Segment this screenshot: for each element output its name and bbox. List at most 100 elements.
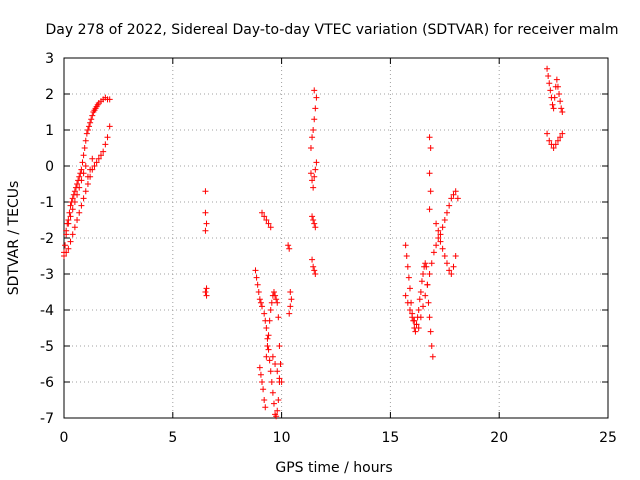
data-point	[74, 217, 81, 223]
data-point	[277, 361, 284, 367]
y-tick-label: -1	[40, 195, 54, 211]
data-point	[557, 98, 564, 105]
data-point	[406, 307, 413, 313]
data-point	[311, 87, 318, 94]
data-point	[428, 260, 435, 267]
data-points	[61, 65, 566, 420]
data-point	[412, 328, 419, 335]
y-tick-label: -7	[40, 411, 54, 427]
data-point	[544, 65, 551, 72]
data-point	[417, 289, 424, 295]
data-point	[254, 281, 261, 288]
data-point	[312, 271, 319, 277]
y-tick-label: 2	[45, 87, 54, 103]
x-tick-labels: 0 5 10 15 20 25	[60, 430, 617, 446]
data-point	[547, 87, 554, 94]
x-tick-label: 25	[599, 430, 617, 446]
data-point	[255, 289, 262, 295]
data-point	[202, 209, 209, 216]
x-tick-label: 0	[60, 430, 69, 446]
data-point	[257, 371, 264, 378]
data-point	[95, 155, 102, 162]
data-point	[549, 101, 556, 108]
data-point	[82, 137, 89, 144]
data-point	[403, 253, 410, 259]
data-point	[71, 199, 78, 205]
data-point	[443, 260, 450, 267]
grid-lines	[64, 58, 608, 418]
data-point	[307, 145, 314, 151]
y-tick-label: -3	[40, 267, 54, 283]
data-point	[553, 76, 560, 83]
axis-ticks	[63, 57, 609, 419]
data-point	[256, 296, 263, 303]
data-point	[415, 325, 422, 331]
y-tick-label: -4	[40, 303, 54, 319]
data-point	[452, 188, 459, 195]
x-tick-label: 10	[273, 430, 291, 446]
data-point	[272, 361, 279, 367]
data-point	[89, 112, 96, 119]
data-point	[67, 202, 74, 209]
data-point	[430, 249, 437, 256]
data-point	[411, 317, 418, 324]
data-point	[313, 94, 320, 101]
data-point	[273, 413, 280, 420]
y-tick-label: 0	[45, 159, 54, 175]
data-point	[309, 177, 316, 184]
data-point	[80, 170, 87, 177]
data-point	[273, 296, 280, 303]
data-point	[69, 206, 76, 213]
data-point	[454, 195, 461, 202]
data-point	[435, 235, 442, 241]
data-point	[312, 105, 319, 112]
data-point	[402, 242, 409, 249]
y-tick-label: -2	[40, 231, 54, 247]
data-point	[420, 303, 427, 310]
data-point	[275, 314, 282, 321]
data-point	[307, 170, 314, 177]
data-point	[265, 346, 272, 353]
data-point	[446, 267, 453, 274]
data-point	[259, 379, 266, 385]
data-point	[203, 285, 210, 292]
data-point	[286, 245, 293, 252]
data-point	[79, 159, 86, 166]
data-point	[448, 195, 455, 202]
data-point	[97, 152, 104, 159]
data-point	[409, 314, 416, 321]
data-point	[65, 220, 72, 227]
data-point	[63, 249, 70, 256]
data-point	[550, 105, 557, 112]
data-point	[265, 332, 272, 339]
data-point	[84, 127, 91, 133]
data-point	[261, 213, 268, 220]
data-point	[558, 105, 565, 112]
data-point	[288, 296, 295, 303]
data-point	[80, 152, 87, 159]
data-point	[63, 227, 70, 234]
data-point	[552, 141, 559, 148]
data-point	[443, 209, 450, 216]
data-point	[426, 271, 433, 277]
data-point	[76, 184, 83, 191]
data-point	[268, 299, 275, 306]
data-point	[404, 263, 411, 270]
data-point	[82, 188, 89, 195]
data-point	[311, 116, 318, 123]
data-point	[87, 119, 94, 126]
data-point	[286, 310, 293, 317]
data-point	[426, 314, 433, 321]
data-point	[266, 317, 273, 324]
y-axis-label: SDTVAR / TECUs	[6, 181, 22, 296]
data-point	[404, 299, 411, 306]
data-point	[551, 94, 558, 101]
data-point	[78, 166, 85, 173]
data-point	[89, 155, 96, 162]
data-point	[71, 188, 78, 195]
data-point	[268, 379, 275, 385]
data-point	[452, 253, 459, 259]
data-point	[310, 127, 317, 133]
